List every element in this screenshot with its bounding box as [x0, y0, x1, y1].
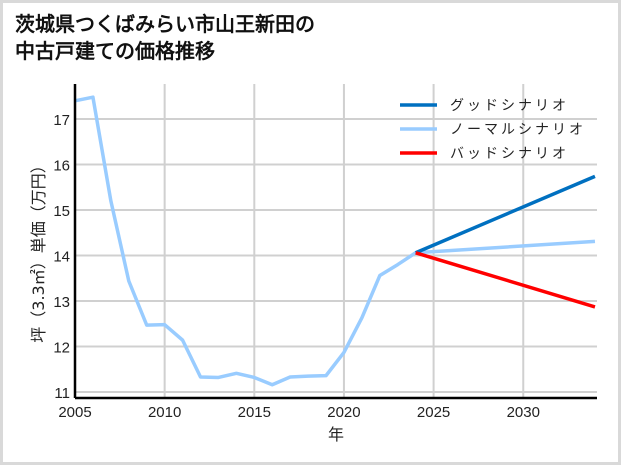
legend-label: バッドシナリオ	[450, 146, 569, 162]
y-tick-label: 12	[53, 340, 70, 357]
chart-title-line1: 茨城県つくばみらい市山王新田の	[15, 12, 315, 36]
axes	[73, 84, 597, 400]
y-tick-label: 11	[54, 385, 70, 402]
chart-title-line2: 中古戸建ての価格推移	[15, 39, 215, 63]
x-axis-label: 年	[328, 425, 344, 444]
chart-title: 茨城県つくばみらい市山王新田の 中古戸建ての価格推移	[15, 11, 315, 65]
y-tick-label: 14	[53, 249, 70, 266]
x-tick-label: 2025	[417, 404, 450, 421]
chart-card: 茨城県つくばみらい市山王新田の 中古戸建ての価格推移	[3, 3, 618, 462]
series-line	[414, 174, 596, 255]
legend-label: グッドシナリオ	[450, 98, 569, 114]
y-tick-label: 16	[53, 158, 70, 175]
y-tick-labels: 11 12 13 14 15 16 17	[53, 112, 70, 402]
y-tick-label: 15	[53, 203, 70, 220]
x-tick-label: 2020	[327, 404, 360, 421]
y-tick-label: 17	[53, 112, 70, 129]
series-lines	[74, 95, 596, 387]
legend-label: ノーマルシナリオ	[450, 122, 586, 138]
x-tick-labels: 2005 2010 2015 2020 2025 2030	[58, 404, 540, 421]
x-tick-label: 2030	[507, 404, 540, 421]
series-line	[415, 251, 596, 309]
y-axis-label: 坪（3.3㎡）単価（万円）	[29, 157, 48, 342]
x-tick-label: 2005	[58, 404, 91, 421]
x-tick-label: 2010	[148, 404, 181, 421]
x-tick-label: 2015	[238, 404, 271, 421]
y-tick-label: 13	[53, 294, 70, 311]
series-line	[74, 95, 596, 387]
